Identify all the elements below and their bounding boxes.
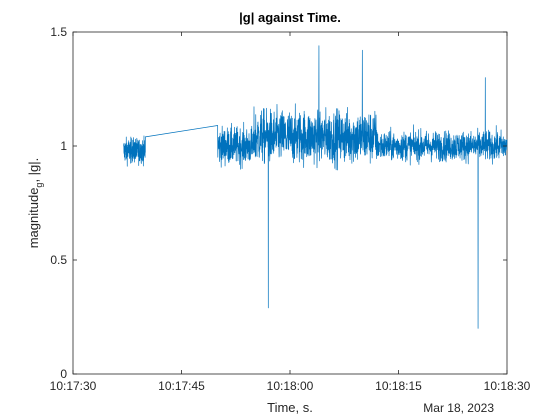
plot-area [72,31,508,375]
x-tick-label: 10:18:00 [267,379,314,393]
y-tick-label: 1.5 [50,25,67,39]
x-tick-label: 10:18:15 [375,379,422,393]
y-axis-label-rest: , |g|. [26,158,41,183]
y-axis-label-subscript: g [34,183,44,188]
y-tick-label: 0.5 [50,253,67,267]
x-tick-label: 10:18:30 [484,379,531,393]
x-axis-label: Time, s. [267,400,313,415]
date-label: Mar 18, 2023 [423,401,494,415]
y-axis-ticks: 0 0.5 1 1.5 [50,25,507,381]
series-line [123,45,508,329]
x-tick-label: 10:17:45 [158,379,205,393]
y-axis-label: magnitudeg, |g|. [26,158,44,249]
y-tick-label: 0 [60,367,67,381]
x-tick-label: 10:17:30 [50,379,97,393]
chart-title: |g| against Time. [239,10,341,25]
series-line-group [123,45,508,329]
x-axis-ticks: 10:17:30 10:17:45 10:18:00 10:18:15 10:18:30 [50,32,531,393]
y-axis-label-main: magnitude [26,188,41,249]
y-tick-label: 1 [60,139,67,153]
